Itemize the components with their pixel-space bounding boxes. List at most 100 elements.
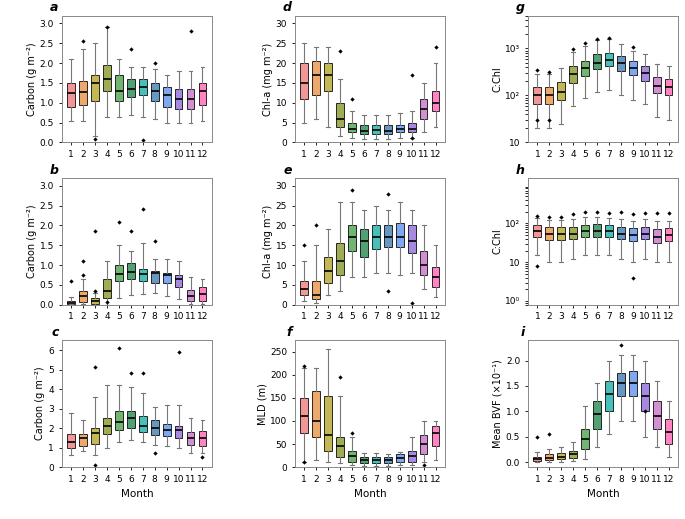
PathPatch shape: [324, 395, 332, 451]
Text: f: f: [286, 326, 292, 339]
Y-axis label: Carbon (g m⁻²): Carbon (g m⁻²): [27, 42, 37, 116]
PathPatch shape: [67, 434, 75, 447]
PathPatch shape: [641, 66, 649, 81]
PathPatch shape: [420, 99, 427, 119]
PathPatch shape: [558, 227, 565, 240]
PathPatch shape: [629, 61, 636, 75]
PathPatch shape: [432, 91, 439, 111]
PathPatch shape: [641, 384, 649, 411]
PathPatch shape: [151, 271, 159, 283]
PathPatch shape: [420, 251, 427, 275]
PathPatch shape: [127, 411, 135, 428]
Text: i: i: [521, 326, 525, 339]
PathPatch shape: [348, 225, 356, 251]
PathPatch shape: [617, 373, 625, 396]
PathPatch shape: [617, 227, 625, 239]
PathPatch shape: [653, 229, 660, 243]
PathPatch shape: [139, 269, 147, 281]
PathPatch shape: [653, 77, 660, 93]
PathPatch shape: [199, 287, 206, 301]
PathPatch shape: [312, 281, 320, 299]
Text: a: a: [50, 2, 59, 15]
PathPatch shape: [432, 267, 439, 287]
PathPatch shape: [91, 428, 99, 444]
PathPatch shape: [408, 451, 416, 461]
PathPatch shape: [103, 65, 111, 91]
PathPatch shape: [115, 411, 123, 430]
PathPatch shape: [336, 103, 344, 127]
Y-axis label: Chl-a (mg m⁻²): Chl-a (mg m⁻²): [263, 43, 273, 116]
PathPatch shape: [372, 225, 379, 249]
PathPatch shape: [199, 431, 206, 446]
PathPatch shape: [175, 426, 182, 438]
PathPatch shape: [175, 89, 182, 108]
PathPatch shape: [396, 224, 403, 247]
PathPatch shape: [139, 416, 147, 432]
PathPatch shape: [372, 457, 379, 463]
PathPatch shape: [115, 75, 123, 101]
PathPatch shape: [360, 125, 368, 134]
PathPatch shape: [605, 53, 613, 66]
PathPatch shape: [534, 87, 541, 104]
PathPatch shape: [534, 225, 541, 237]
Y-axis label: C:Chl: C:Chl: [493, 66, 502, 92]
PathPatch shape: [396, 454, 403, 462]
PathPatch shape: [629, 228, 636, 241]
PathPatch shape: [91, 75, 99, 101]
Text: h: h: [516, 163, 525, 176]
PathPatch shape: [569, 451, 577, 458]
Y-axis label: MLD (m): MLD (m): [257, 383, 267, 425]
Text: e: e: [283, 163, 292, 176]
PathPatch shape: [605, 225, 613, 237]
PathPatch shape: [581, 61, 589, 76]
PathPatch shape: [115, 265, 123, 281]
PathPatch shape: [79, 434, 87, 446]
Text: c: c: [51, 326, 59, 339]
PathPatch shape: [151, 83, 159, 101]
PathPatch shape: [545, 87, 553, 104]
PathPatch shape: [420, 435, 427, 454]
PathPatch shape: [127, 79, 135, 97]
PathPatch shape: [163, 273, 171, 283]
PathPatch shape: [127, 263, 135, 279]
PathPatch shape: [103, 418, 111, 434]
PathPatch shape: [360, 229, 368, 257]
PathPatch shape: [163, 87, 171, 107]
PathPatch shape: [617, 56, 625, 71]
X-axis label: Month: Month: [353, 489, 386, 499]
PathPatch shape: [408, 225, 416, 253]
PathPatch shape: [396, 125, 403, 132]
PathPatch shape: [336, 437, 344, 457]
PathPatch shape: [605, 381, 613, 411]
PathPatch shape: [67, 83, 75, 107]
X-axis label: Month: Month: [121, 489, 153, 499]
PathPatch shape: [151, 420, 159, 435]
PathPatch shape: [664, 419, 673, 444]
PathPatch shape: [593, 401, 601, 429]
PathPatch shape: [301, 398, 308, 432]
PathPatch shape: [186, 432, 195, 445]
PathPatch shape: [593, 224, 601, 237]
Text: b: b: [49, 163, 59, 176]
Y-axis label: Mean BVF (×10⁻¹): Mean BVF (×10⁻¹): [493, 359, 503, 448]
Y-axis label: Carbon (g m⁻²): Carbon (g m⁻²): [36, 367, 45, 441]
PathPatch shape: [91, 297, 99, 304]
Text: g: g: [516, 2, 525, 15]
Y-axis label: Chl-a (mg m⁻²): Chl-a (mg m⁻²): [263, 204, 273, 278]
PathPatch shape: [558, 83, 565, 100]
PathPatch shape: [186, 89, 195, 108]
PathPatch shape: [360, 457, 368, 463]
PathPatch shape: [558, 453, 565, 459]
PathPatch shape: [163, 424, 171, 436]
PathPatch shape: [581, 429, 589, 449]
PathPatch shape: [324, 63, 332, 91]
PathPatch shape: [629, 371, 636, 396]
PathPatch shape: [324, 257, 332, 283]
X-axis label: Month: Month: [586, 489, 619, 499]
PathPatch shape: [348, 122, 356, 132]
PathPatch shape: [384, 125, 392, 134]
PathPatch shape: [175, 275, 182, 287]
PathPatch shape: [384, 225, 392, 247]
PathPatch shape: [432, 426, 439, 446]
PathPatch shape: [653, 401, 660, 429]
